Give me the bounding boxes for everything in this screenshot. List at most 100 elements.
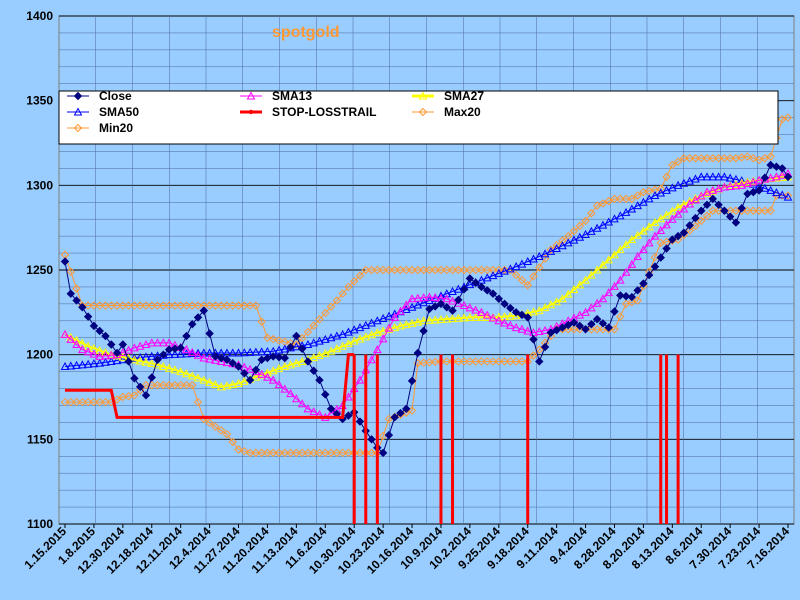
data-point bbox=[448, 314, 457, 323]
data-point bbox=[766, 152, 775, 161]
data-point bbox=[245, 448, 255, 458]
data-point bbox=[159, 301, 168, 310]
data-point bbox=[766, 185, 775, 194]
legend-box bbox=[58, 90, 779, 145]
data-point bbox=[535, 357, 544, 366]
data-point bbox=[691, 213, 700, 223]
data-point bbox=[78, 397, 87, 407]
data-point bbox=[112, 301, 122, 310]
data-point bbox=[373, 265, 382, 275]
data-point bbox=[563, 289, 573, 298]
data-point bbox=[714, 172, 723, 181]
data-point bbox=[83, 347, 93, 356]
data-point bbox=[390, 312, 400, 321]
data-point bbox=[587, 270, 596, 279]
data-point bbox=[182, 380, 191, 390]
data-point bbox=[158, 361, 168, 371]
data-point bbox=[494, 268, 504, 277]
data-point bbox=[644, 270, 654, 280]
data-point bbox=[135, 301, 145, 310]
data-point bbox=[384, 323, 394, 332]
data-point bbox=[777, 170, 787, 179]
data-point bbox=[610, 250, 619, 259]
data-point bbox=[372, 345, 382, 354]
data-point bbox=[390, 265, 399, 275]
data-point bbox=[494, 357, 504, 366]
data-point bbox=[118, 347, 128, 356]
data-point bbox=[60, 361, 70, 371]
data-point bbox=[95, 351, 105, 360]
data-point bbox=[239, 348, 249, 357]
data-point bbox=[650, 231, 660, 240]
data-point bbox=[349, 336, 359, 345]
data-point bbox=[436, 314, 446, 324]
data-point bbox=[511, 323, 521, 332]
data-point bbox=[691, 195, 700, 204]
data-point bbox=[309, 338, 319, 347]
data-point bbox=[529, 254, 538, 263]
data-point bbox=[396, 408, 405, 418]
data-point bbox=[697, 154, 706, 163]
data-point bbox=[783, 113, 793, 122]
data-point bbox=[251, 448, 261, 458]
data-point bbox=[506, 303, 515, 313]
data-point bbox=[170, 301, 180, 310]
data-point bbox=[621, 292, 631, 301]
data-point bbox=[269, 448, 278, 458]
data-point bbox=[321, 448, 330, 458]
data-point bbox=[627, 259, 637, 268]
data-point bbox=[517, 324, 527, 333]
legend-marker bbox=[248, 109, 254, 115]
data-point bbox=[106, 356, 116, 365]
data-point bbox=[697, 216, 706, 226]
data-point bbox=[615, 245, 625, 254]
data-point bbox=[691, 174, 700, 183]
data-point bbox=[587, 209, 596, 218]
data-point bbox=[754, 186, 764, 195]
data-point bbox=[355, 334, 365, 343]
data-point bbox=[587, 226, 596, 235]
data-point bbox=[471, 278, 480, 287]
data-point bbox=[245, 364, 255, 373]
data-point bbox=[72, 360, 81, 369]
data-point bbox=[78, 345, 87, 354]
data-point bbox=[164, 363, 174, 372]
data-point bbox=[772, 173, 781, 182]
data-point bbox=[471, 305, 481, 314]
data-point bbox=[286, 342, 295, 352]
data-point bbox=[188, 319, 197, 329]
y-tick-label: 1350 bbox=[26, 94, 53, 108]
data-point bbox=[725, 173, 735, 182]
data-point bbox=[83, 312, 93, 321]
data-point bbox=[702, 211, 712, 221]
data-point bbox=[251, 372, 261, 381]
data-point bbox=[656, 225, 666, 234]
data-point bbox=[251, 301, 261, 310]
data-point bbox=[639, 245, 648, 254]
legend-label: SMA13 bbox=[272, 89, 312, 103]
data-point bbox=[569, 284, 579, 293]
legend-label: Close bbox=[99, 89, 132, 103]
data-point bbox=[83, 301, 93, 310]
data-point bbox=[679, 228, 689, 237]
data-point bbox=[222, 358, 232, 367]
data-point bbox=[778, 164, 787, 173]
data-point bbox=[482, 310, 492, 319]
data-point bbox=[321, 308, 330, 318]
data-point bbox=[413, 348, 423, 358]
data-point bbox=[673, 157, 683, 166]
data-point bbox=[592, 298, 602, 307]
data-point bbox=[292, 340, 301, 349]
data-point bbox=[338, 289, 347, 298]
data-point bbox=[534, 251, 544, 260]
data-point bbox=[511, 357, 521, 366]
data-point bbox=[378, 265, 388, 275]
data-point bbox=[569, 318, 579, 327]
data-point bbox=[309, 407, 319, 416]
y-tick-label: 1250 bbox=[26, 263, 53, 277]
data-point bbox=[384, 311, 394, 320]
data-point bbox=[569, 226, 579, 236]
y-tick-label: 1150 bbox=[27, 432, 53, 446]
data-point bbox=[702, 172, 712, 181]
data-point bbox=[425, 315, 434, 324]
